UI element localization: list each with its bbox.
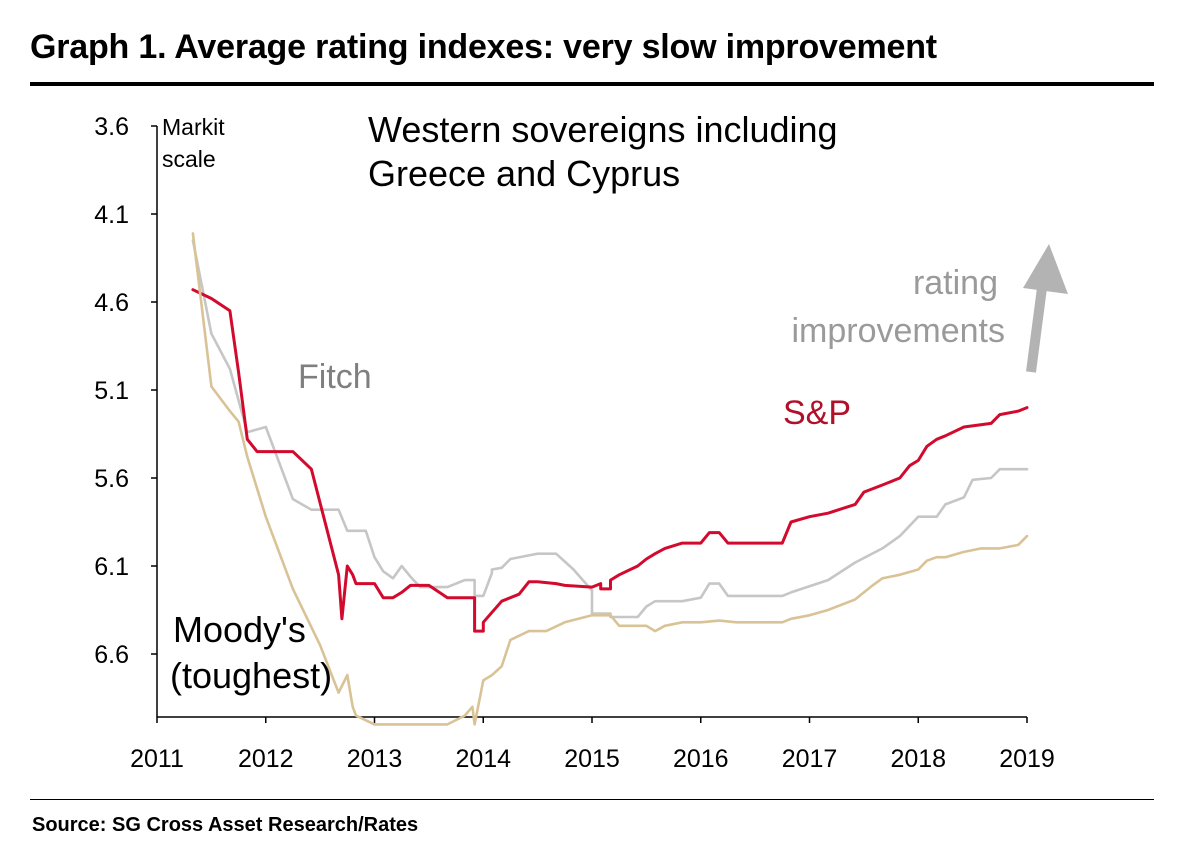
y-axis-label-line-1: Markit <box>162 114 225 140</box>
title-divider <box>30 82 1154 86</box>
x-tick-label: 2018 <box>890 745 946 773</box>
chart-subtitle-line-1: Western sovereigns including <box>368 109 838 150</box>
series-line-sp <box>191 288 1029 633</box>
series-line-fitch <box>191 239 1029 619</box>
sp-label: S&P <box>783 394 851 432</box>
source-note: Source: SG Cross Asset Research/Rates <box>32 814 419 836</box>
series-layer <box>191 232 1029 726</box>
source-divider <box>30 799 1154 800</box>
x-tick-label: 2012 <box>238 745 294 773</box>
x-ticks: 2011 2012 2013 2014 2015 2016 2017 2018 2019 <box>130 717 1055 773</box>
x-tick-label: 2016 <box>673 745 729 773</box>
moodys-label-line-1: Moody's <box>173 609 306 650</box>
x-tick-label: 2013 <box>347 745 403 773</box>
arrow-text-line-1: rating <box>913 264 998 302</box>
y-ticks: 3.6 4.1 4.6 5.1 5.6 6.1 6.6 <box>94 113 157 669</box>
x-tick-label: 2011 <box>130 745 184 773</box>
y-tick-label: 6.1 <box>94 553 129 581</box>
y-axis-label-line-2: scale <box>162 146 216 172</box>
arrow-text-line-2: improvements <box>791 312 1005 350</box>
y-tick-label: 4.6 <box>94 289 129 317</box>
rating-improvement-arrow-icon <box>1023 244 1068 373</box>
y-tick-label: 5.6 <box>94 465 129 493</box>
chart-subtitle-line-2: Greece and Cyprus <box>368 153 680 194</box>
series-line-moodys <box>191 232 1029 726</box>
y-tick-label: 4.1 <box>94 201 129 229</box>
y-tick-label: 6.6 <box>94 641 129 669</box>
x-tick-label: 2015 <box>564 745 620 773</box>
y-tick-label: 3.6 <box>94 113 129 141</box>
moodys-label-line-2: (toughest) <box>170 655 332 696</box>
x-tick-label: 2019 <box>999 745 1055 773</box>
x-tick-label: 2014 <box>455 745 511 773</box>
chart-title: Graph 1. Average rating indexes: very sl… <box>30 28 937 66</box>
x-tick-label: 2017 <box>782 745 838 773</box>
fitch-label: Fitch <box>298 358 372 396</box>
y-tick-label: 5.1 <box>94 377 129 405</box>
